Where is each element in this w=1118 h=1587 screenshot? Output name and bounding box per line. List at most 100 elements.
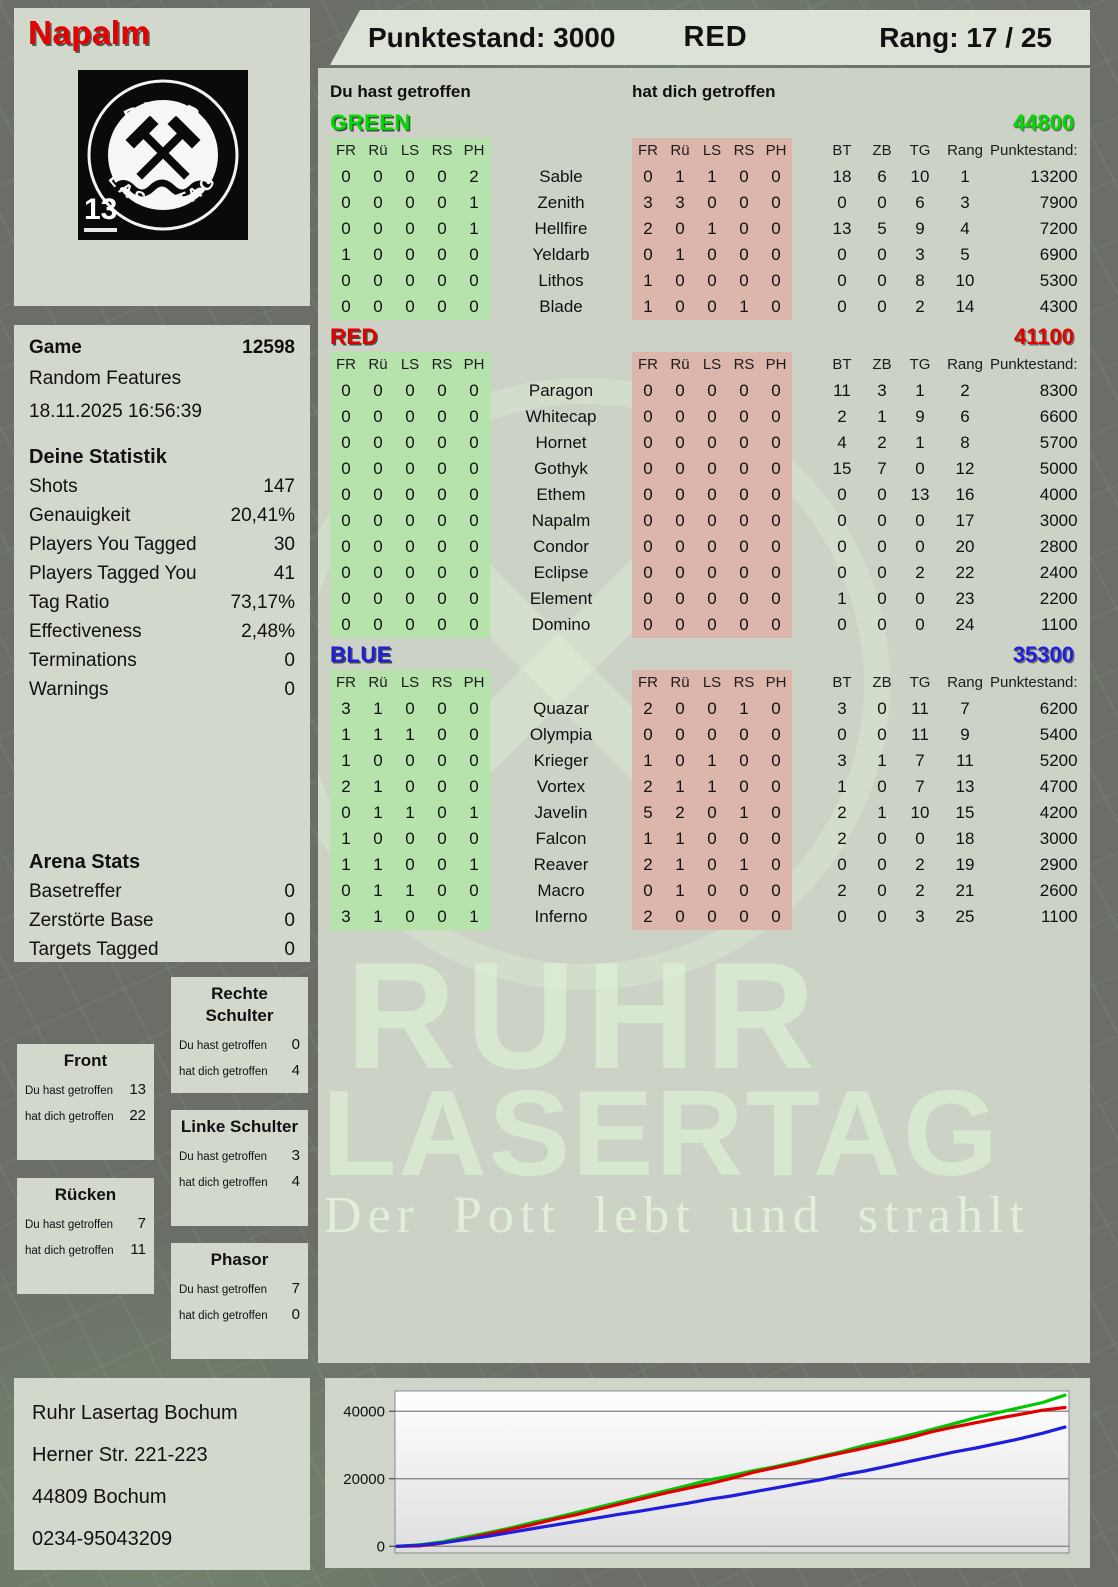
- player-name-cell: Reaver: [533, 855, 589, 874]
- hit-you-cell: 0: [664, 534, 696, 560]
- bodypart-box-front: Front Du hast getroffen 13 hat dich getro…: [17, 1044, 154, 1160]
- stat-row: Tag Ratio 73,17%: [29, 588, 295, 617]
- you-hit-value: 7: [137, 1215, 146, 1232]
- team-section-header: BLUE 35300: [330, 640, 1076, 670]
- spacer-cell: [792, 826, 820, 852]
- stat-value: 73,17%: [230, 592, 295, 613]
- you-hit-cell: 0: [426, 190, 458, 216]
- you-hit-cell: 0: [458, 508, 490, 534]
- hit-you-cell: 2: [632, 774, 664, 800]
- stat-value: 0: [284, 679, 295, 700]
- stat-row: Zerstörte Base 0: [29, 906, 295, 935]
- stat-cell: 2: [877, 433, 887, 452]
- player-name-cell: Hornet: [535, 433, 587, 452]
- stat-cell: 12: [955, 459, 975, 478]
- column-header: RS: [426, 138, 458, 164]
- bodypart-row: Du hast getroffen 7: [25, 1215, 146, 1232]
- you-hit-cell: 0: [426, 774, 458, 800]
- hit-you-cell: 1: [632, 268, 664, 294]
- hit-you-cell: 0: [728, 216, 760, 242]
- hit-you-cell: 0: [728, 612, 760, 638]
- you-hit-cell: 0: [362, 586, 394, 612]
- hit-you-cell: 0: [728, 826, 760, 852]
- stat-cell: 6: [877, 167, 887, 186]
- stat-label: Terminations: [29, 650, 137, 671]
- stat-cell: 2: [837, 881, 847, 900]
- stat-label: Genauigkeit: [29, 505, 131, 526]
- stat-cell: 0: [877, 699, 887, 718]
- stat-cell: 0: [837, 537, 847, 556]
- spacer-cell: [792, 190, 820, 216]
- hit-you-cell: 0: [664, 456, 696, 482]
- hit-you-cell: 3: [664, 190, 696, 216]
- you-hit-cell: 0: [458, 586, 490, 612]
- hit-you-cell: 0: [632, 508, 664, 534]
- stat-cell: 0: [877, 881, 887, 900]
- you-hit-cell: 0: [394, 904, 426, 930]
- stat-cell: 18: [832, 167, 852, 186]
- you-hit-cell: 0: [426, 216, 458, 242]
- you-hit-cell: 0: [330, 612, 362, 638]
- stat-label: Warnings: [29, 679, 109, 700]
- hit-you-cell: 0: [632, 722, 664, 748]
- stat-cell: 4: [960, 219, 970, 238]
- stat-cell: 21: [955, 881, 975, 900]
- you-hit-cell: 0: [426, 748, 458, 774]
- hit-you-cell: 0: [696, 904, 728, 930]
- stat-value: 0: [284, 650, 295, 671]
- column-header: PH: [458, 352, 490, 378]
- hit-you-cell: 0: [632, 242, 664, 268]
- stat-cell: 0: [837, 511, 847, 530]
- hit-you-cell: 1: [696, 748, 728, 774]
- punktestand-value: 3000: [553, 21, 616, 53]
- punktestand-cell: 5300: [1039, 271, 1078, 290]
- you-hit-caption: Du hast getroffen: [330, 82, 471, 101]
- punktestand-cell: 1100: [1041, 907, 1078, 926]
- hit-you-cell: 0: [664, 904, 696, 930]
- punktestand-cell: 5400: [1039, 725, 1078, 744]
- you-hit-cell: 0: [394, 826, 426, 852]
- you-hit-cell: 0: [426, 378, 458, 404]
- punktestand-cell: 2800: [1039, 537, 1078, 556]
- spacer-cell: [792, 268, 820, 294]
- hit-you-cell: 0: [728, 378, 760, 404]
- stat-cell: 19: [955, 855, 975, 874]
- bodypart-box-linke-schulter: Linke Schulter Du hast getroffen 3 hat di…: [171, 1110, 308, 1226]
- you-hit-cell: 0: [330, 190, 362, 216]
- column-header: FR: [330, 138, 362, 164]
- hit-you-cell: 0: [696, 242, 728, 268]
- hit-you-cell: 1: [664, 852, 696, 878]
- hit-you-cell: 0: [728, 456, 760, 482]
- spacer-cell: [792, 430, 820, 456]
- stat-cell: 7: [960, 699, 970, 718]
- hit-you-cell: 0: [696, 294, 728, 320]
- club-logo: RUHR LASERTAG 13: [78, 70, 248, 240]
- you-hit-cell: 1: [458, 852, 490, 878]
- column-header: FR: [632, 138, 664, 164]
- stat-cell: 0: [877, 829, 887, 848]
- hit-you-label: hat dich getroffen: [25, 1245, 114, 1257]
- stat-value: 41: [273, 563, 295, 584]
- stat-cell: 9: [960, 725, 970, 744]
- team-section-header: GREEN 44800: [330, 108, 1076, 138]
- stat-cell: 0: [877, 615, 887, 634]
- punktestand-cell: 2200: [1039, 589, 1078, 608]
- stat-cell: 14: [955, 297, 975, 316]
- hit-you-cell: 0: [760, 294, 792, 320]
- you-hit-label: Du hast getroffen: [25, 1085, 114, 1097]
- stat-cell: 15: [955, 803, 975, 822]
- spacer-cell: [792, 878, 820, 904]
- you-hit-cell: 0: [426, 534, 458, 560]
- you-hit-cell: 0: [458, 878, 490, 904]
- you-hit-value: 7: [291, 1280, 300, 1297]
- hit-you-cell: 0: [760, 722, 792, 748]
- stat-cell: 0: [877, 193, 887, 212]
- you-hit-cell: 0: [330, 294, 362, 320]
- hit-you-cell: 0: [696, 456, 728, 482]
- you-hit-cell: 1: [362, 696, 394, 722]
- you-hit-cell: 0: [426, 800, 458, 826]
- hit-you-cell: 0: [696, 878, 728, 904]
- you-hit-cell: 0: [426, 164, 458, 190]
- spacer-cell: [792, 456, 820, 482]
- you-hit-value: 13: [129, 1081, 146, 1098]
